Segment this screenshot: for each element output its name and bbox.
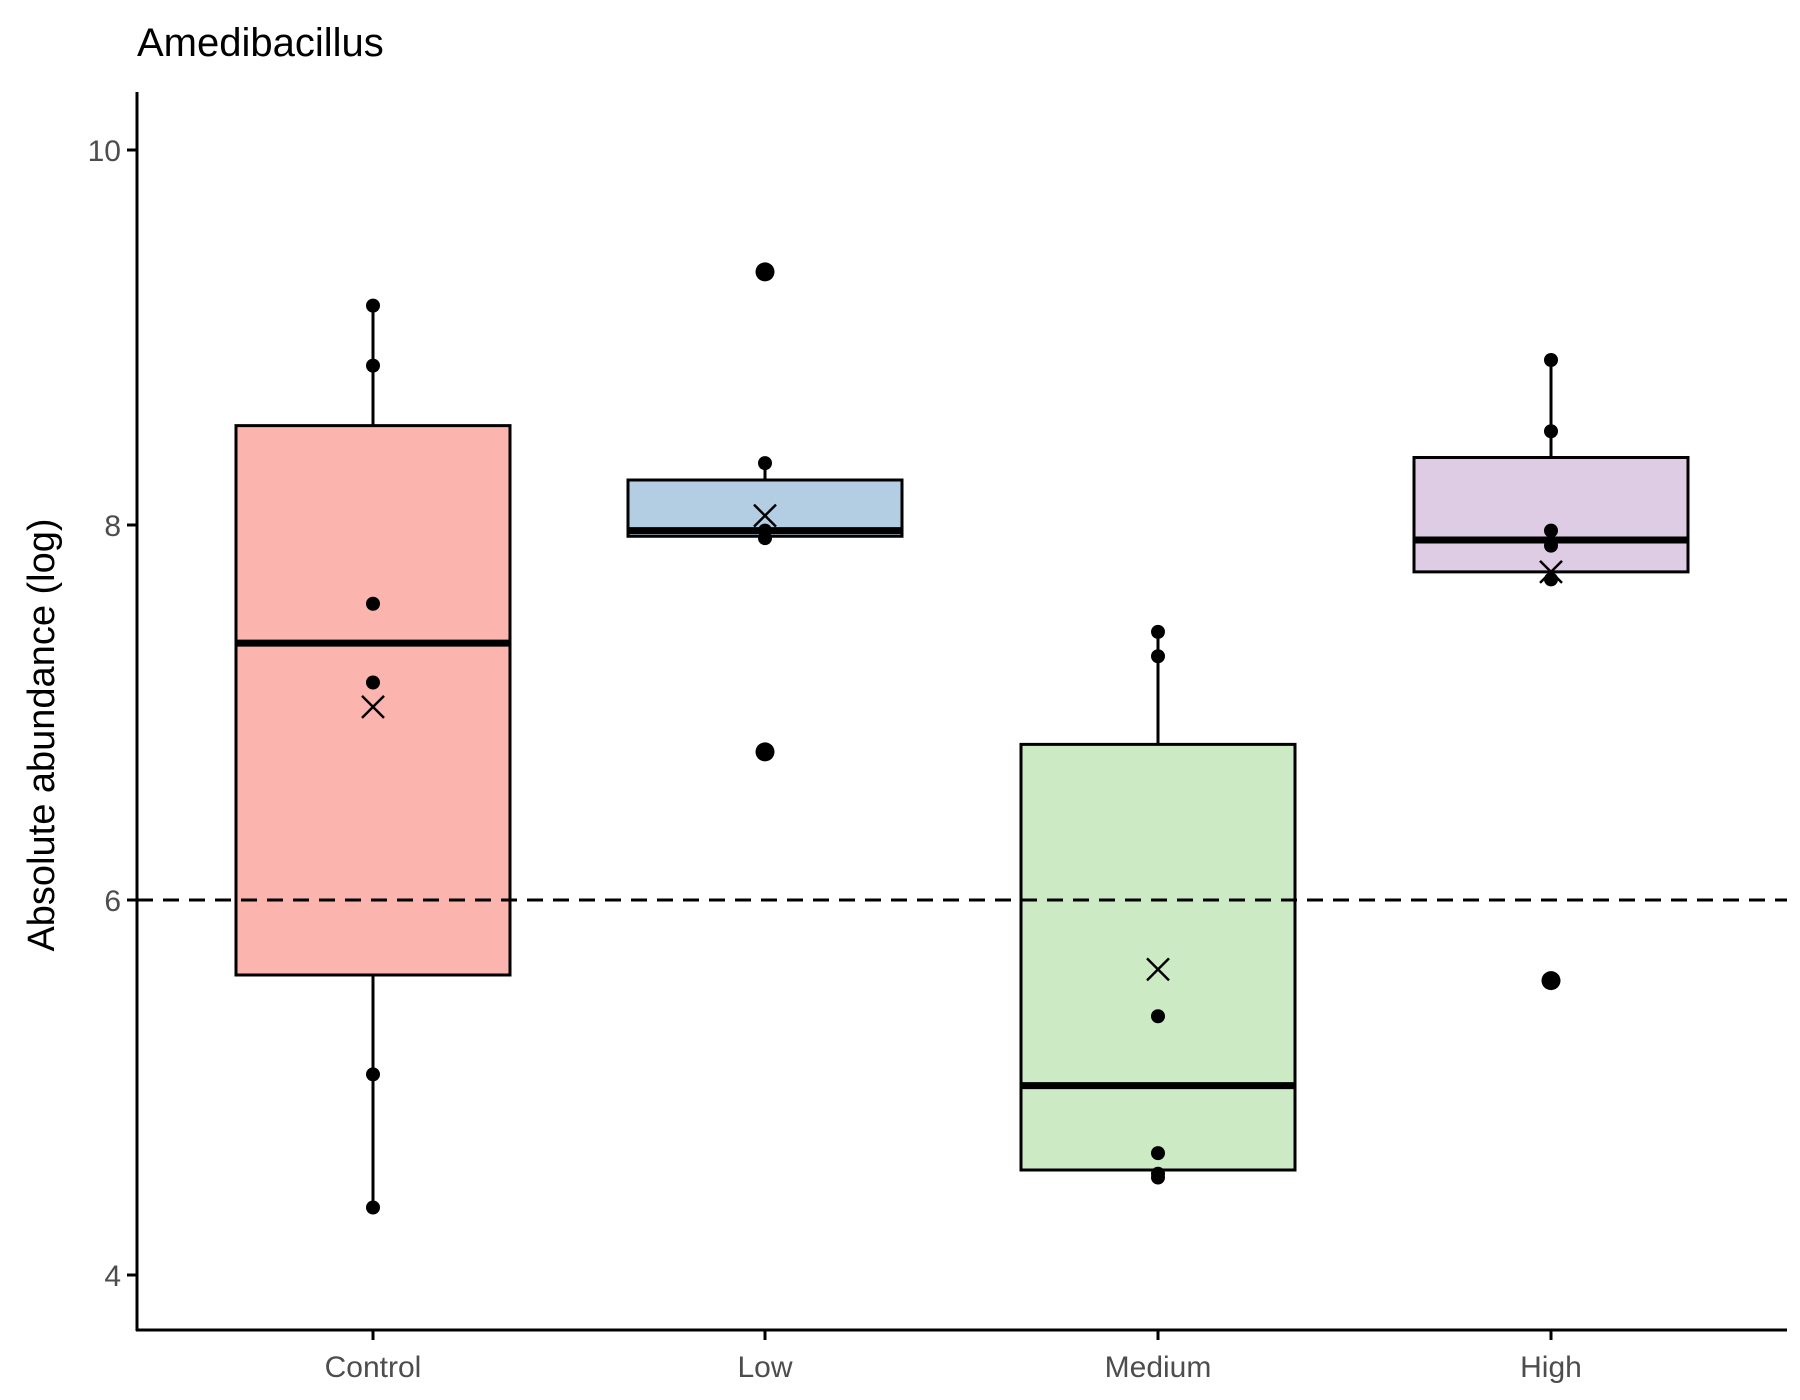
control-data-point [366,1200,380,1215]
chart-title: Amedibacillus [137,21,384,65]
medium-data-point [1151,1166,1165,1181]
high-data-point [1544,353,1558,367]
y-tick-label: 10 [88,135,121,168]
control-data-point [366,358,380,373]
x-tick-label: Low [737,1351,792,1384]
medium-data-point [1151,1146,1165,1161]
mean-marker-stroke [753,503,777,528]
medium-box [1019,742,1297,1172]
mean-marker-stroke [361,694,385,719]
high-data-point [1544,523,1558,538]
x-tick-label: High [1520,1351,1582,1384]
low-outlier-point [755,742,775,762]
high-box [1412,456,1690,574]
plot-area: 4 6 8 10 Control Low Medium High [88,92,1787,1384]
low-data-point [758,531,772,546]
medium-data-point [1151,649,1165,664]
high-data-point [1544,572,1558,587]
high-mean-marker [1539,559,1563,584]
low-data-point [758,456,772,471]
x-tick-label: Medium [1105,1351,1212,1384]
mean-marker-stroke [1539,559,1563,584]
control-box [234,424,512,977]
low-mean-marker [753,503,777,528]
mean-marker-stroke [1146,957,1170,982]
y-tick-label: 6 [104,885,121,918]
high-outlier-point [1541,971,1561,991]
high-data-point [1544,538,1558,553]
low-outlier-point [755,262,775,282]
medium-mean-marker [1146,957,1170,982]
control-data-point [366,1067,380,1082]
x-tick-label: Control [325,1351,422,1384]
y-axis-label: Absolute abundance (log) [21,518,63,951]
control-data-point [366,675,380,690]
control-data-point [366,596,380,611]
control-data-point [366,298,380,313]
medium-data-point [1151,1009,1165,1024]
medium-data-point [1151,624,1165,639]
y-tick-label: 8 [104,510,121,543]
control-mean-marker [361,694,385,719]
high-data-point [1544,424,1558,439]
y-tick-label: 4 [104,1260,121,1293]
